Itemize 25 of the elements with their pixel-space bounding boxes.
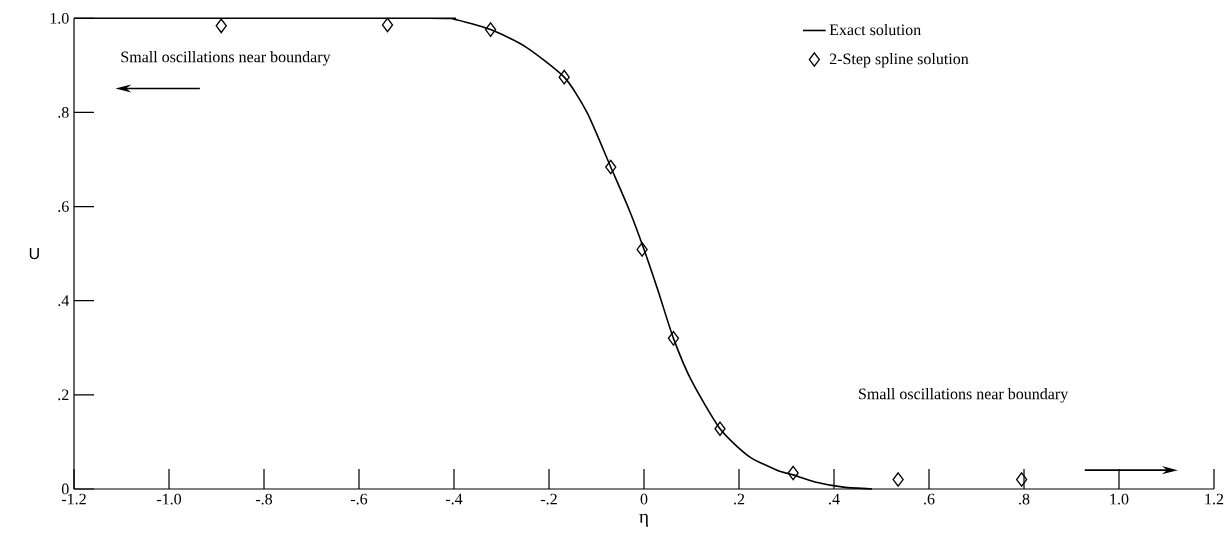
y-tick-label: .6 [58, 201, 69, 212]
legend-label: Exact solution [829, 23, 921, 36]
legend-label: 2-Step spline solution [829, 53, 969, 68]
x-tick-label: -.4 [445, 493, 463, 505]
x-tick-label: -1.2 [61, 493, 86, 505]
y-tick-label: .4 [58, 295, 70, 307]
x-tick-label: .6 [924, 493, 935, 505]
x-tick-label: -.2 [540, 493, 557, 505]
y-tick-label: .2 [58, 389, 69, 401]
y-tick-label: 1.0 [50, 12, 69, 24]
y-tick-label: 0 [61, 483, 69, 495]
annotation: Small oscillations near boundary [121, 51, 331, 66]
x-tick-label: -.6 [350, 493, 368, 505]
x-tick-label: .8 [1019, 493, 1030, 505]
x-tick-label: -1.0 [156, 493, 182, 505]
x-tick-label: .4 [829, 493, 840, 505]
x-tick-label: -.8 [255, 493, 273, 505]
y-axis-title: U [29, 248, 39, 260]
x-tick-label: 1.0 [1110, 493, 1129, 505]
x-axis-title: η [639, 513, 649, 527]
x-tick-label: 1.2 [1205, 493, 1224, 505]
y-tick-label: .8 [58, 107, 69, 118]
annotation: Small oscillations near boundary [859, 388, 1069, 403]
x-tick-label: .2 [734, 493, 745, 505]
x-tick-label: 0 [640, 493, 648, 505]
